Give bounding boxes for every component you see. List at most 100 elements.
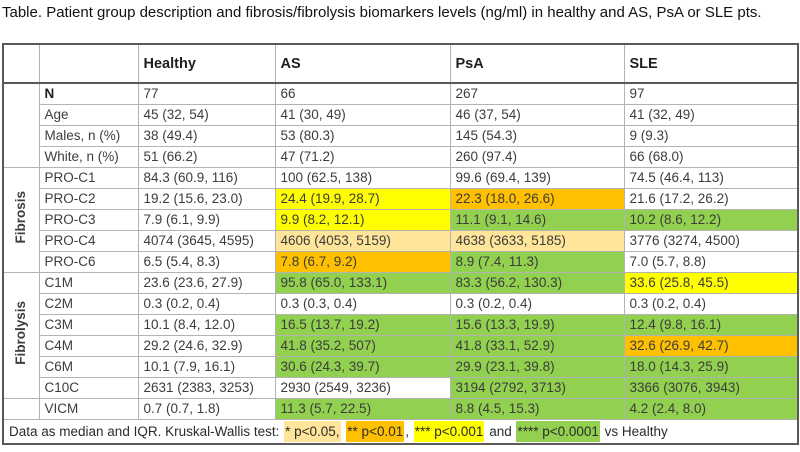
data-cell: 32.6 (26.9, 42.7) <box>623 335 799 357</box>
table-row: N 77 66 267 97 <box>2 82 799 168</box>
significance-legend-item: ** p<0.01 <box>346 421 405 442</box>
row-label: Age <box>38 104 139 126</box>
data-cell: 66 <box>274 82 451 105</box>
row-label: PRO-C1 <box>38 167 139 189</box>
table-row: Fibrosis PRO-C1 84.3 (60.9, 116) 100 (62.5,… <box>2 167 799 273</box>
significance-legend-item: *** p<0.001 <box>413 421 485 442</box>
table-row: Males, n (%) 38 (49.4) 53 (80.3) 145 (54.3)… <box>3 125 799 147</box>
data-cell: 10.1 (7.9, 16.1) <box>137 356 276 378</box>
table-row: PRO-C4 4074 (3645, 4595) 4606 (4053, 5159)… <box>3 230 799 252</box>
data-cell: 0.3 (0.2, 0.4) <box>449 293 625 315</box>
data-cell: 145 (54.3) <box>449 125 625 147</box>
table-row: C6M 10.1 (7.9, 16.1) 30.6 (24.3, 39.7) 29.9… <box>3 356 799 378</box>
group-label-text: Fibrosis <box>13 190 29 244</box>
data-cell: 18.0 (14.3, 25.9) <box>623 356 799 378</box>
data-cell: 7.9 (6.1, 9.9) <box>137 209 276 231</box>
column-header-psa: PsA <box>449 43 625 84</box>
data-cell: 19.2 (15.6, 23.0) <box>137 188 276 210</box>
data-cell: 0.3 (0.2, 0.4) <box>137 293 276 315</box>
row-label: C2M <box>38 293 139 315</box>
data-cell: 47 (71.2) <box>274 146 451 168</box>
data-cell: 22.3 (18.0, 26.6) <box>449 188 625 210</box>
data-cell: 24.4 (19.9, 28.7) <box>274 188 451 210</box>
row-label: C1M <box>38 272 139 294</box>
data-cell: 260 (97.4) <box>449 146 625 168</box>
data-cell: 99.6 (69.4, 139) <box>449 167 625 189</box>
row-label: C6M <box>38 356 139 378</box>
data-cell: 29.9 (23.1, 39.8) <box>449 356 625 378</box>
row-label: Males, n (%) <box>38 125 139 147</box>
data-cell: 3776 (3274, 4500) <box>623 230 799 252</box>
data-cell: 0.3 (0.2, 0.4) <box>623 293 799 315</box>
data-cell: 6.5 (5.4, 8.3) <box>137 251 276 273</box>
footnote-cell: Data as median and IQR. Kruskal-Wallis t… <box>2 419 799 445</box>
row-label: C4M <box>38 335 139 357</box>
biomarker-table: Healthy AS PsA SLE N 77 66 267 97 Age 45 (32, … <box>2 43 799 445</box>
data-cell: 51 (66.2) <box>137 146 276 168</box>
data-cell: 53 (80.3) <box>274 125 451 147</box>
footnote-text: , <box>405 424 413 439</box>
table-row: Fibrolysis C1M 23.6 (23.6, 27.9) 95.8 (65.0… <box>2 272 799 399</box>
data-cell: 7.8 (6.7, 9.2) <box>274 251 451 273</box>
data-cell: 10.1 (8.4, 12.0) <box>137 314 276 336</box>
data-cell: 38 (49.4) <box>137 125 276 147</box>
data-cell: 9 (9.3) <box>623 125 799 147</box>
data-cell: 7.0 (5.7, 8.8) <box>623 251 799 273</box>
table-row: PRO-C2 19.2 (15.6, 23.0) 24.4 (19.9, 28.7)… <box>3 188 799 210</box>
data-cell: 84.3 (60.9, 116) <box>137 167 276 189</box>
data-cell: 41 (30, 49) <box>274 104 451 126</box>
data-cell: 4638 (3633, 5185) <box>449 230 625 252</box>
table-header: Healthy AS PsA SLE <box>2 43 799 84</box>
data-cell: 30.6 (24.3, 39.7) <box>274 356 451 378</box>
data-cell: 95.8 (65.0, 133.1) <box>274 272 451 294</box>
footnote-text: Data as median and IQR. Kruskal-Wallis t… <box>9 424 284 439</box>
column-header-healthy: Healthy <box>137 43 276 84</box>
data-cell: 97 <box>623 82 799 105</box>
data-cell: 267 <box>449 82 625 105</box>
data-cell: 16.5 (13.7, 19.2) <box>274 314 451 336</box>
data-cell: 23.6 (23.6, 27.9) <box>137 272 276 294</box>
data-cell: 11.3 (5.7, 22.5) <box>274 398 451 420</box>
data-cell: 4074 (3645, 4595) <box>137 230 276 252</box>
column-header-as: AS <box>274 43 451 84</box>
data-cell: 46 (37, 54) <box>449 104 625 126</box>
data-cell: 41.8 (33.1, 52.9) <box>449 335 625 357</box>
column-header-sle: SLE <box>623 43 799 84</box>
data-cell: 83.3 (56.2, 130.3) <box>449 272 625 294</box>
table-row: C2M 0.3 (0.2, 0.4) 0.3 (0.3, 0.4) 0.3 (0.2,… <box>3 293 799 315</box>
group-label-cell: Fibrolysis <box>2 272 40 399</box>
row-label: PRO-C6 <box>38 251 139 273</box>
table-body: N 77 66 267 97 Age 45 (32, 54) 41 (30, 49) 46 (3… <box>2 82 799 420</box>
data-cell: 66 (68.0) <box>623 146 799 168</box>
data-cell: 3194 (2792, 3713) <box>449 377 625 399</box>
data-cell: 100 (62.5, 138) <box>274 167 451 189</box>
data-cell: 4.2 (2.4, 8.0) <box>623 398 799 420</box>
data-cell: 0.7 (0.7, 1.8) <box>137 398 276 420</box>
data-cell: 2631 (2383, 3253) <box>137 377 276 399</box>
data-cell: 12.4 (9.8, 16.1) <box>623 314 799 336</box>
data-cell: 0.3 (0.3, 0.4) <box>274 293 451 315</box>
table-row: PRO-C6 6.5 (5.4, 8.3) 7.8 (6.7, 9.2) 8.9 (7… <box>3 251 799 273</box>
row-label: PRO-C3 <box>38 209 139 231</box>
significance-legend-item: **** p<0.0001 <box>516 421 600 442</box>
data-cell: 45 (32, 54) <box>137 104 276 126</box>
row-label: C10C <box>38 377 139 399</box>
row-label: C3M <box>38 314 139 336</box>
row-label: PRO-C2 <box>38 188 139 210</box>
data-cell: 41 (32, 49) <box>623 104 799 126</box>
header-label-spacer <box>38 43 139 84</box>
data-cell: 4606 (4053, 5159) <box>274 230 451 252</box>
footnote-row: Data as median and IQR. Kruskal-Wallis t… <box>2 419 799 445</box>
group-label-text: Fibrolysis <box>13 300 29 365</box>
header-group-spacer <box>2 43 40 84</box>
data-cell: 41.8 (35.2, 507) <box>274 335 451 357</box>
data-cell: 10.2 (8.6, 12.2) <box>623 209 799 231</box>
row-label: White, n (%) <box>38 146 139 168</box>
table-row: PRO-C3 7.9 (6.1, 9.9) 9.9 (8.2, 12.1) 11.1 … <box>3 209 799 231</box>
footnote-text: and <box>485 424 516 439</box>
header-row: Healthy AS PsA SLE <box>2 43 799 84</box>
row-label: PRO-C4 <box>38 230 139 252</box>
table-row: VICM 0.7 (0.7, 1.8) 11.3 (5.7, 22.5) 8.8 (4… <box>2 398 799 420</box>
table-caption: Table. Patient group description and fib… <box>2 4 762 21</box>
data-cell: 2930 (2549, 3236) <box>274 377 451 399</box>
